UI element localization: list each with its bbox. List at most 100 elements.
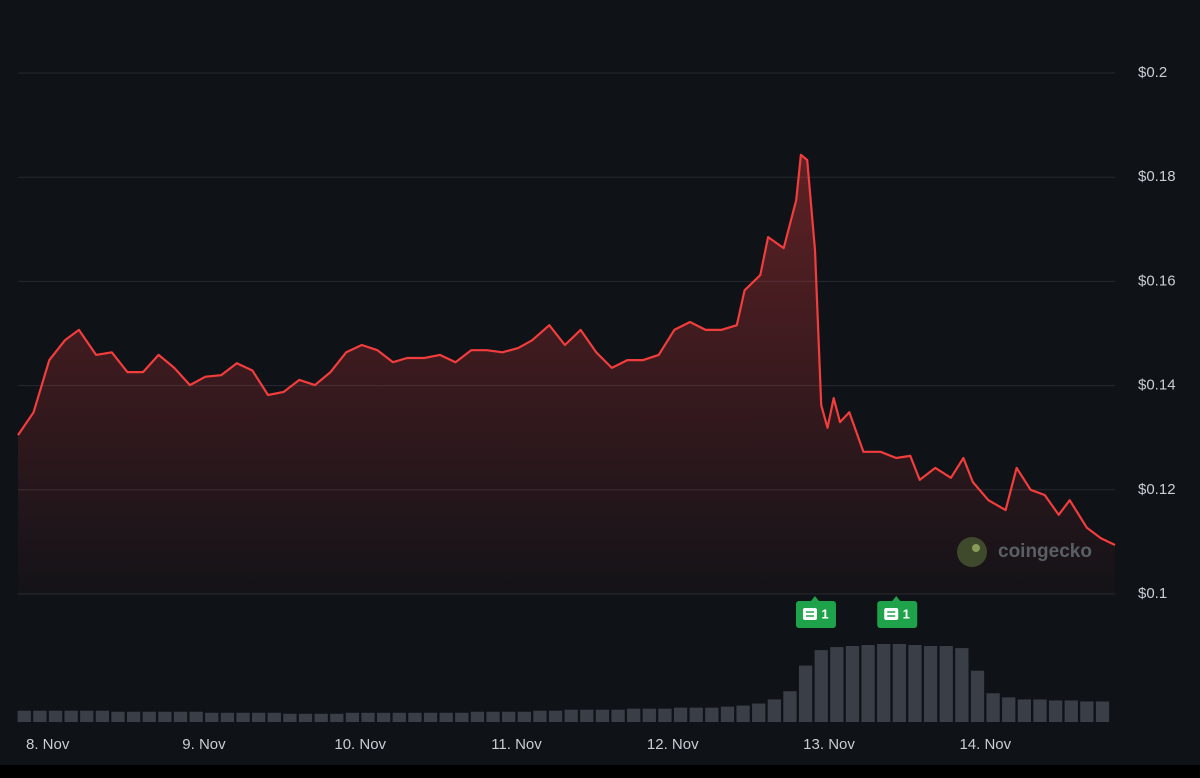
volume-bar [48, 710, 63, 722]
volume-bar [658, 708, 672, 722]
x-tick-label: 12. Nov [647, 736, 699, 753]
x-tick-label: 9. Nov [182, 736, 226, 753]
volume-bar [283, 713, 297, 722]
event-badge-icon [802, 608, 817, 620]
volume-bar [783, 691, 797, 722]
y-tick-label: $0.14 [1138, 377, 1176, 394]
volume-bar [923, 646, 938, 722]
volume-bar [158, 711, 172, 722]
volume-bar [767, 699, 781, 722]
volume-bar [205, 712, 219, 722]
volume-bar [892, 644, 906, 722]
volume-bar [1064, 700, 1078, 722]
volume-bar [142, 711, 156, 722]
volume-bar [345, 712, 360, 722]
volume-bar [423, 712, 438, 722]
volume-bar [798, 665, 813, 722]
watermark: coingecko [957, 537, 1092, 567]
event-badge-label: 1 [821, 606, 828, 621]
volume-bar [752, 703, 766, 722]
volume-bar [267, 712, 281, 722]
volume-bar [1002, 697, 1016, 722]
watermark-text: coingecko [998, 541, 1092, 562]
volume-bar [1048, 700, 1063, 722]
x-tick-label: 11. Nov [491, 736, 542, 753]
volume-bar [580, 709, 594, 722]
price-line [17, 153, 1116, 546]
volume-bar [189, 711, 203, 722]
volume-bar [502, 711, 516, 722]
volume-bar [611, 709, 625, 722]
volume-bar [720, 706, 735, 722]
volume-bar [877, 644, 891, 722]
volume-bar [314, 713, 328, 722]
volume-bar [595, 709, 610, 722]
volume-bar [627, 708, 641, 722]
volume-bar [517, 711, 531, 722]
volume-bar [33, 710, 47, 722]
y-tick-label: $0.1 [1138, 585, 1167, 602]
event-badge-icon [884, 608, 899, 620]
volume-bar [455, 712, 469, 722]
event-badge: 1 [795, 596, 836, 628]
volume-bar [736, 705, 750, 722]
y-tick-label: $0.12 [1138, 481, 1176, 498]
x-tick-label: 13. Nov [803, 736, 855, 753]
bottom-strip [0, 765, 1200, 778]
volume-bar [533, 710, 547, 722]
y-tick-label: $0.16 [1138, 272, 1176, 289]
event-badge-pointer [892, 596, 901, 601]
y-tick-label: $0.18 [1138, 168, 1176, 185]
volume-bar [111, 711, 125, 722]
volume-bar [564, 709, 578, 722]
volume-bar [814, 650, 828, 722]
volume-bar [126, 711, 141, 722]
x-tick-label: 14. Nov [959, 736, 1011, 753]
volume-bar [252, 712, 266, 722]
volume-bar [689, 707, 703, 722]
volume-bar [173, 711, 188, 722]
watermark-logo [957, 537, 987, 567]
watermark-logo-eye [972, 544, 980, 552]
volume-bar [392, 712, 406, 722]
volume-bar [220, 712, 235, 722]
volume-bar [548, 710, 563, 722]
volume-bar [970, 670, 985, 722]
volume-bar [830, 647, 844, 722]
volume-bar [298, 713, 313, 722]
volume-bar [1080, 701, 1094, 722]
volume-bar [861, 645, 875, 722]
volume-bar [986, 693, 1000, 722]
x-tick-label: 10. Nov [334, 736, 386, 753]
volume-bar [673, 707, 688, 722]
event-badge: 1 [877, 596, 918, 628]
volume-bar [486, 711, 500, 722]
event-badge-label: 1 [903, 606, 910, 621]
x-tick-label: 8. Nov [26, 736, 70, 753]
volume-bar [705, 707, 719, 722]
volume-bar [377, 712, 391, 722]
volume-bar [845, 646, 860, 722]
volume-bar [236, 712, 250, 722]
volume-bar [470, 711, 485, 722]
volume-bar [95, 710, 110, 722]
volume-bar [939, 646, 953, 722]
volume-bar [330, 713, 344, 722]
volume-bar [642, 708, 656, 722]
volume-bar [439, 712, 453, 722]
volume-bar [1033, 699, 1047, 722]
volume-bar [408, 712, 422, 722]
volume-bar [361, 712, 375, 722]
y-tick-label: $0.2 [1138, 64, 1167, 81]
event-badge-pointer [810, 596, 819, 601]
volume-bar [17, 710, 31, 722]
volume-bar [1017, 699, 1032, 722]
price-area [18, 154, 1115, 595]
volume-bar [64, 710, 78, 722]
volume-bar [80, 710, 94, 722]
volume-bar [1095, 701, 1110, 722]
volume-bar [908, 645, 922, 722]
volume-bar [955, 648, 969, 722]
